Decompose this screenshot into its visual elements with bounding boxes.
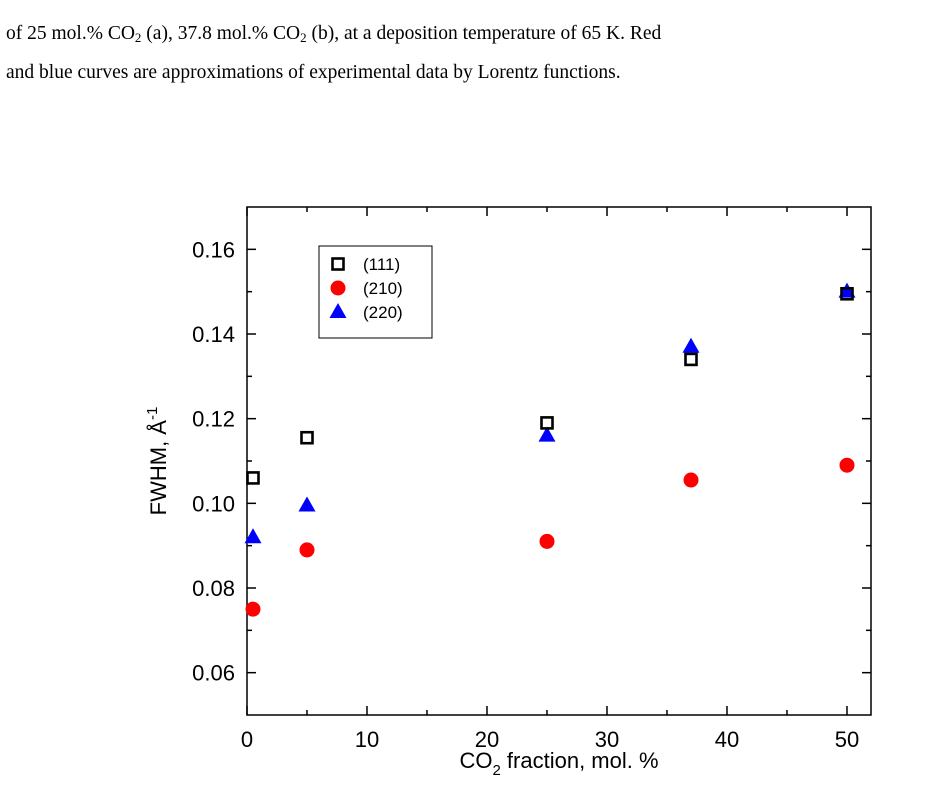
legend-label: (111) (363, 255, 400, 274)
caption-sub-2: 2 (300, 30, 307, 45)
y-tick-label: 0.08 (192, 576, 235, 601)
x-tick-label: 30 (595, 727, 619, 752)
x-tick-label: 10 (355, 727, 379, 752)
x-tick-label: 50 (835, 727, 859, 752)
caption-text-1b: (a), 37.8 mol.% CO (141, 23, 301, 44)
x-axis-title: CO2 fraction, mol. % (459, 748, 658, 779)
y-tick-label: 0.14 (192, 322, 235, 347)
data-point-filled-circle (839, 457, 855, 473)
chart-legend: (111) (210) (220) (318, 245, 433, 339)
figure-caption: of 25 mol.% CO2 (a), 37.8 mol.% CO2 (b),… (6, 14, 946, 92)
y-axis-title: FWHM, Å-1 (144, 407, 171, 516)
data-point-open-square (684, 352, 698, 367)
data-point-filled-circle (539, 533, 555, 549)
x-tick-label: 20 (475, 727, 499, 752)
data-point-filled-triangle (244, 528, 262, 544)
caption-line-1: of 25 mol.% CO2 (a), 37.8 mol.% CO2 (b),… (6, 14, 946, 53)
caption-line-2: and blue curves are approximations of ex… (6, 62, 621, 83)
data-point-open-square (300, 430, 314, 445)
y-tick-label: 0.10 (192, 491, 235, 516)
data-point-filled-circle (683, 472, 699, 488)
y-tick-label: 0.06 (192, 661, 235, 686)
data-point-open-square (246, 471, 260, 485)
chart-axes: 0 10 20 30 40 50 0.06 0.08 0.10 0.12 0.14 0.16 (192, 206, 872, 752)
caption-text-1c: (b), at a deposition temperature of 65 K… (306, 23, 662, 44)
data-point-open-square (540, 416, 554, 430)
x-tick-label: 40 (715, 727, 739, 752)
legend-marker (329, 303, 347, 318)
y-tick-label: 0.12 (192, 407, 235, 432)
data-point-filled-circle (299, 542, 315, 558)
data-point-filled-triangle (682, 337, 700, 353)
data-point-filled-triangle (538, 426, 556, 442)
caption-sub-1: 2 (134, 30, 142, 45)
chart-points (244, 282, 856, 617)
legend-marker (330, 280, 346, 296)
legend-label: (220) (363, 303, 403, 322)
x-tick-label: 0 (241, 727, 253, 752)
data-point-open-square (840, 286, 854, 301)
data-point-filled-circle (245, 601, 261, 617)
data-point-filled-triangle (298, 496, 316, 512)
caption-text-1a: of 25 mol.% CO (6, 23, 135, 44)
legend-label: (210) (363, 279, 403, 298)
y-tick-label: 0.16 (192, 237, 235, 262)
legend-marker (331, 257, 345, 271)
